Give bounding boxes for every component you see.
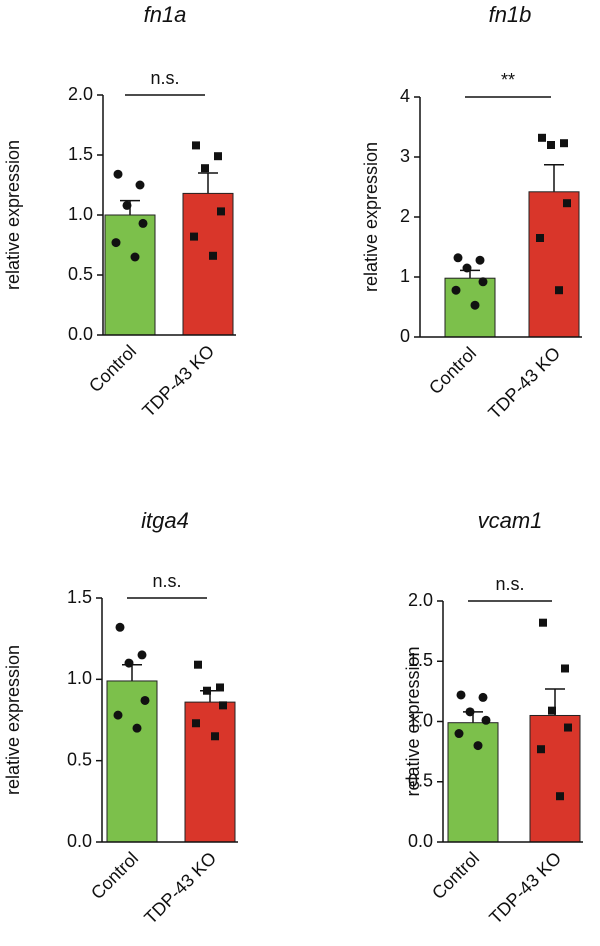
- data-point: [140, 695, 150, 705]
- data-point: [478, 277, 488, 287]
- data-point: [217, 207, 225, 216]
- data-point: [138, 218, 148, 228]
- data-point: [111, 238, 121, 248]
- y-tick-label: 0.5: [67, 749, 92, 769]
- x-tick-label: TDP-43 KO: [485, 848, 565, 928]
- bar: [444, 277, 496, 338]
- significance-label: **: [501, 70, 515, 90]
- data-point: [481, 715, 491, 725]
- y-tick-label: 0.0: [408, 831, 433, 851]
- y-tick-label: 2: [400, 206, 410, 226]
- data-point: [132, 723, 142, 733]
- y-tick-label: 1.5: [408, 650, 433, 670]
- y-tick-label: 1.5: [68, 144, 93, 164]
- data-point: [209, 251, 217, 260]
- data-point: [547, 141, 555, 149]
- data-point: [203, 686, 211, 695]
- data-point: [470, 300, 480, 310]
- x-tick-label: TDP-43 KO: [140, 848, 220, 928]
- data-point: [219, 701, 227, 710]
- data-point: [216, 683, 224, 692]
- chart-title: vcam1: [478, 508, 543, 533]
- y-tick-label: 2.0: [68, 84, 93, 104]
- bar: [182, 192, 234, 336]
- data-point: [560, 139, 568, 148]
- y-tick-label: 1: [400, 266, 410, 286]
- data-point: [536, 234, 544, 242]
- y-axis-label: relative expression: [3, 140, 23, 290]
- data-point: [537, 745, 545, 754]
- significance-label: n.s.: [495, 574, 524, 594]
- bar: [529, 714, 581, 843]
- data-point: [563, 199, 571, 208]
- data-point: [462, 263, 472, 273]
- y-axis-label: relative expression: [403, 646, 423, 796]
- y-tick-label: 1.0: [408, 710, 433, 730]
- data-point: [201, 164, 209, 173]
- data-point: [556, 792, 564, 801]
- data-point: [135, 180, 145, 190]
- data-point: [192, 719, 200, 728]
- data-point: [124, 658, 134, 668]
- data-point: [137, 650, 147, 660]
- data-point: [454, 729, 464, 739]
- data-point: [548, 706, 556, 715]
- significance-label: n.s.: [150, 68, 179, 88]
- data-point: [115, 622, 125, 632]
- x-tick-label: TDP-43 KO: [484, 343, 564, 423]
- y-tick-label: 1.0: [68, 204, 93, 224]
- data-point: [478, 692, 488, 702]
- significance-label: n.s.: [152, 571, 181, 591]
- bar: [528, 191, 580, 338]
- data-point: [130, 252, 140, 262]
- data-point: [475, 255, 485, 265]
- bar: [106, 680, 158, 843]
- data-point: [214, 152, 222, 161]
- y-tick-label: 0.0: [68, 324, 93, 344]
- data-point: [453, 253, 463, 263]
- x-tick-label: TDP-43 KO: [138, 341, 218, 421]
- data-point: [456, 690, 466, 700]
- y-axis-label: relative expression: [3, 645, 23, 795]
- data-point: [113, 169, 123, 179]
- data-point: [113, 710, 123, 720]
- data-point: [561, 664, 569, 673]
- y-tick-label: 4: [400, 86, 410, 106]
- y-tick-label: 0.0: [67, 831, 92, 851]
- data-point: [190, 232, 198, 241]
- data-point: [555, 286, 563, 295]
- data-point: [122, 200, 132, 210]
- chart-title: fn1a: [144, 2, 187, 27]
- data-point: [194, 660, 202, 669]
- y-axis-label: relative expression: [361, 142, 381, 292]
- y-tick-label: 0: [400, 326, 410, 346]
- y-tick-label: 1.0: [67, 668, 92, 688]
- data-point: [192, 141, 200, 150]
- y-tick-label: 2.0: [408, 590, 433, 610]
- chart-title: itga4: [141, 508, 189, 533]
- x-tick-label: Control: [85, 341, 140, 396]
- y-tick-label: 0.5: [68, 264, 93, 284]
- x-tick-label: Control: [428, 848, 483, 903]
- y-tick-label: 0.5: [408, 771, 433, 791]
- chart-title: fn1b: [489, 2, 532, 27]
- y-tick-label: 3: [400, 146, 410, 166]
- data-point: [211, 732, 219, 741]
- bar: [447, 722, 499, 843]
- y-tick-label: 1.5: [67, 587, 92, 607]
- bar: [104, 214, 156, 336]
- x-tick-label: Control: [87, 848, 142, 903]
- data-point: [465, 707, 475, 717]
- data-point: [564, 723, 572, 732]
- data-point: [451, 285, 461, 295]
- data-point: [473, 741, 483, 751]
- x-tick-label: Control: [425, 343, 480, 398]
- data-point: [538, 133, 546, 142]
- data-point: [539, 618, 547, 627]
